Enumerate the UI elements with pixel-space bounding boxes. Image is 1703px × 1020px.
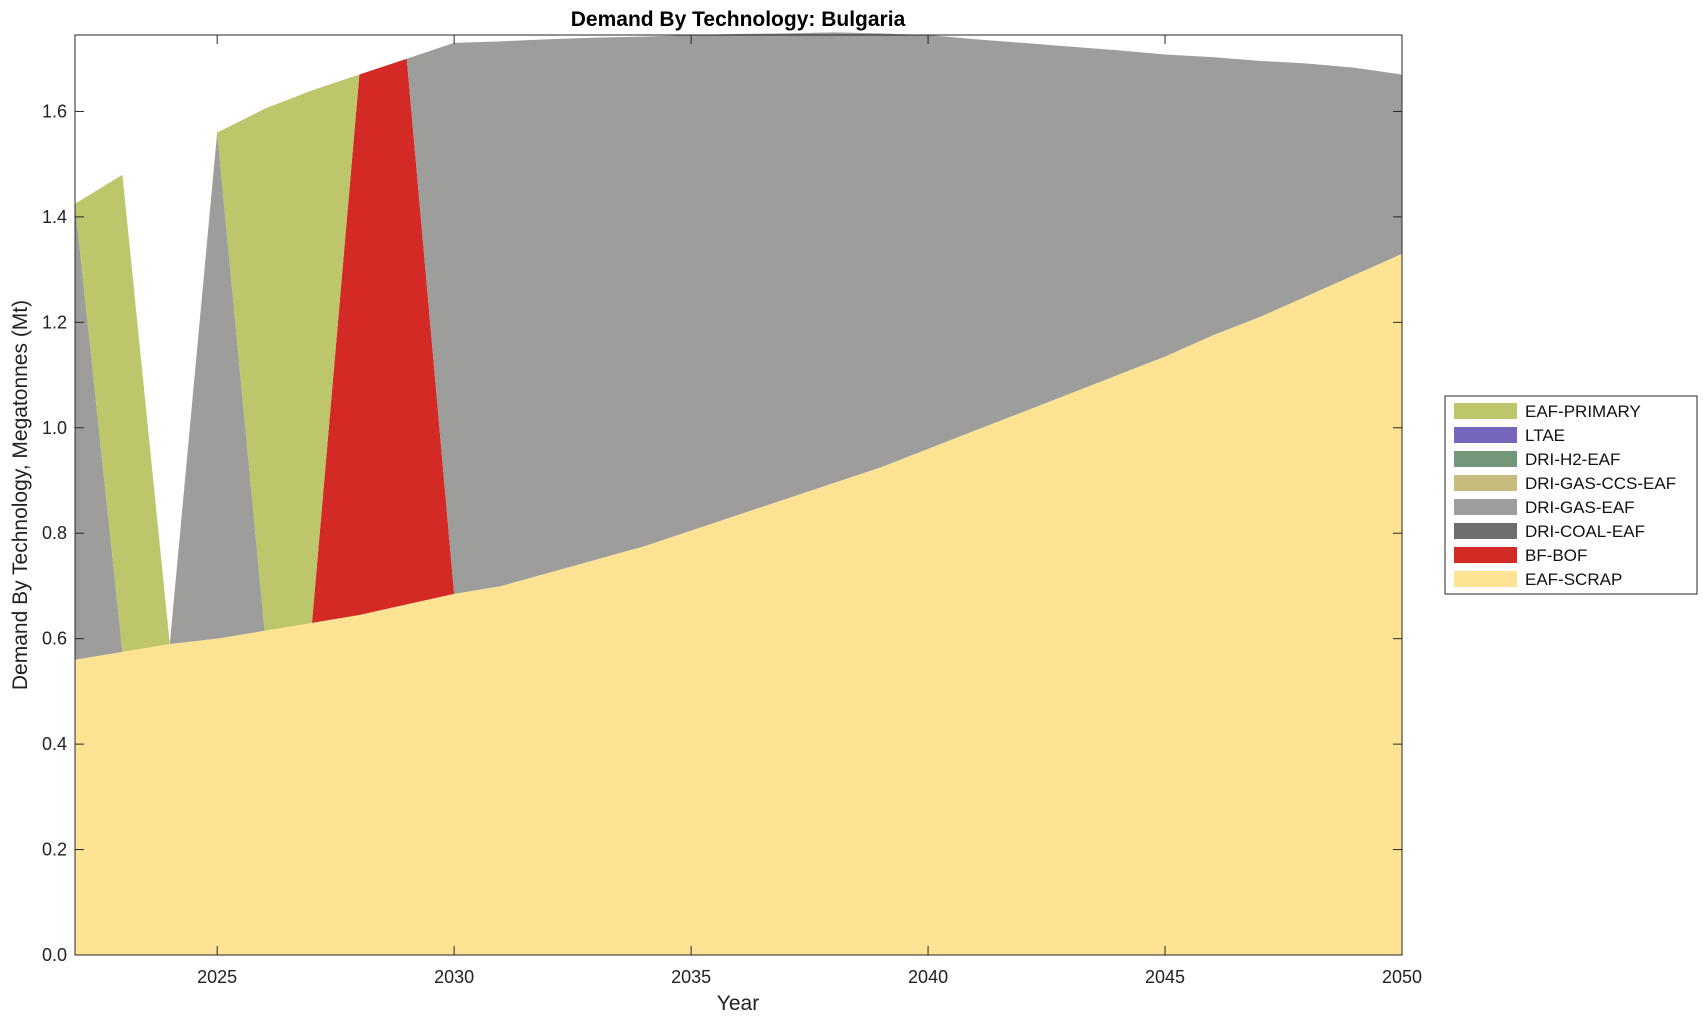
legend-swatch-dri-gas-ccs-eaf <box>1454 475 1517 491</box>
x-axis-label: Year <box>717 992 759 1015</box>
legend-swatch-eaf-scrap <box>1454 571 1517 587</box>
legend-label-dri-h2-eaf: DRI-H2-EAF <box>1525 450 1620 469</box>
y-tick-label: 0.4 <box>42 734 67 754</box>
chart-title: Demand By Technology: Bulgaria <box>571 8 906 31</box>
x-tick-label: 2030 <box>434 967 474 987</box>
x-tick-label: 2050 <box>1382 967 1422 987</box>
y-tick-label: 1.2 <box>42 312 67 332</box>
y-tick-label: 1.6 <box>42 101 67 121</box>
area-bf-bof <box>75 58 1402 660</box>
area-layers <box>75 32 1402 956</box>
y-tick-label: 0.8 <box>42 523 67 543</box>
legend-swatch-bf-bof <box>1454 547 1517 563</box>
x-tick-label: 2040 <box>908 967 948 987</box>
y-tick-label: 0.6 <box>42 629 67 649</box>
legend-swatch-dri-gas-eaf <box>1454 499 1517 515</box>
y-axis-ticks: 0.0 0.2 0.4 0.6 0.8 1.0 1.2 1.4 1.6 <box>42 101 1402 965</box>
legend-swatch-eaf-primary <box>1454 403 1517 419</box>
plot-frame <box>74 34 1403 956</box>
x-axis-ticks: 2025 2030 2035 2040 2045 2050 <box>197 35 1422 987</box>
y-tick-label: 0.2 <box>42 840 67 860</box>
x-tick-label: 2035 <box>671 967 711 987</box>
y-tick-label: 0.0 <box>42 945 67 965</box>
x-tick-label: 2025 <box>197 967 237 987</box>
legend-label-dri-gas-ccs-eaf: DRI-GAS-CCS-EAF <box>1525 474 1676 493</box>
legend-label-dri-gas-eaf: DRI-GAS-EAF <box>1525 498 1635 517</box>
legend-swatch-dri-coal-eaf <box>1454 523 1517 539</box>
legend-label-ltae: LTAE <box>1525 426 1565 445</box>
x-tick-label: 2045 <box>1145 967 1185 987</box>
legend-label-dri-coal-eaf: DRI-COAL-EAF <box>1525 522 1645 541</box>
y-tick-label: 1.0 <box>42 418 67 438</box>
legend-label-bf-bof: BF-BOF <box>1525 546 1587 565</box>
y-tick-label: 1.4 <box>42 207 67 227</box>
legend-label-eaf-primary: EAF-PRIMARY <box>1525 402 1641 421</box>
y-axis-label: Demand By Technology, Megatonnes (Mt) <box>9 300 32 690</box>
area-eaf-scrap <box>75 253 1402 956</box>
area-dri-gas-eaf <box>75 32 1402 660</box>
legend-swatch-ltae <box>1454 427 1517 443</box>
legend-swatch-dri-h2-eaf <box>1454 451 1517 467</box>
legend: EAF-PRIMARY LTAE DRI-H2-EAF DRI-GAS-CCS-EAF… <box>1444 395 1698 595</box>
legend-label-eaf-scrap: EAF-SCRAP <box>1525 570 1622 589</box>
